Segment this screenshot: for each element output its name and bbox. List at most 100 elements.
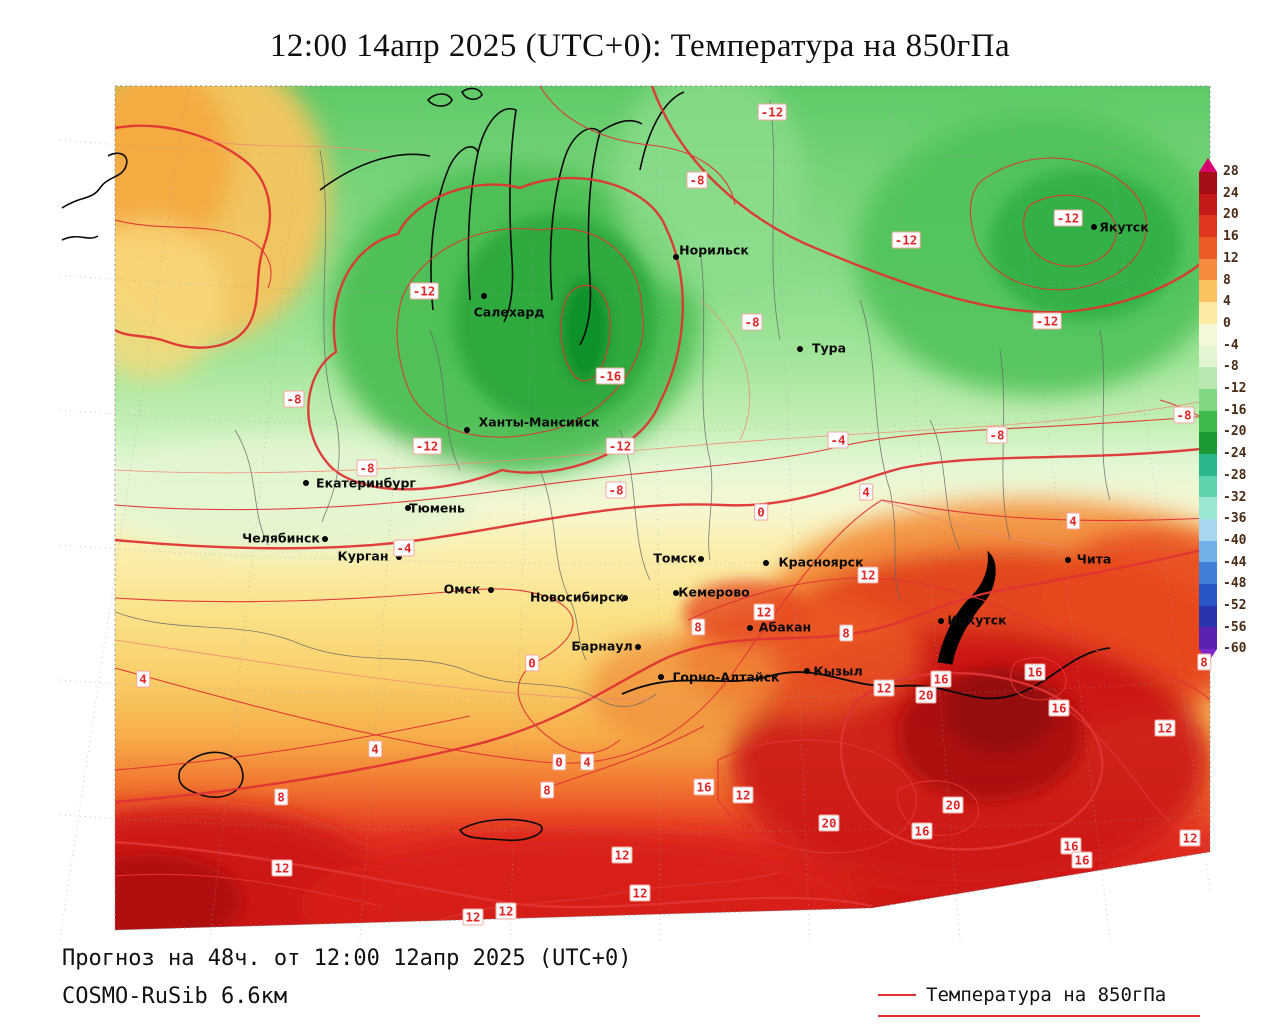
contour-label: 12 — [857, 566, 879, 584]
contour-label: -8 — [356, 459, 378, 477]
city-label: Салехард — [473, 304, 545, 320]
city-label: Томск — [653, 550, 697, 566]
city-marker — [622, 595, 628, 601]
city-label: Омск — [443, 581, 481, 597]
colorbar-cell — [1199, 258, 1217, 281]
model-name-text: COSMO-RuSib 6.6км — [62, 984, 288, 1009]
contour-label: 12 — [271, 859, 293, 877]
contour-label: 0 — [754, 503, 768, 521]
model-domain-boundary — [114, 85, 1211, 931]
city-label: Норильск — [679, 242, 749, 258]
city-label: Абакан — [758, 619, 812, 635]
city-label: Чита — [1076, 551, 1112, 567]
city-label: Якутск — [1099, 219, 1149, 235]
contour-label: 20 — [818, 814, 840, 832]
contour-label: -8 — [605, 481, 627, 499]
colorbar-tick-label: -36 — [1223, 511, 1247, 527]
city-marker — [698, 556, 704, 562]
city-marker — [396, 554, 402, 560]
contour-label: 4 — [580, 753, 594, 771]
contour-label: 16 — [930, 670, 952, 688]
contour-label: 16 — [1060, 837, 1082, 855]
contour-label: 12 — [611, 846, 633, 864]
city-label: Барнаул — [571, 638, 633, 654]
contour-label: 0 — [552, 753, 566, 771]
city-label: Кызыл — [813, 663, 863, 679]
contour-label: -8 — [741, 313, 763, 331]
colorbar-tick-label: -12 — [1223, 381, 1247, 396]
graticule-lines — [59, 85, 1211, 941]
city-marker — [481, 293, 487, 299]
colorbar-cell — [1199, 605, 1217, 628]
city-label: Челябинск — [242, 530, 320, 546]
city-label: Красноярск — [778, 554, 864, 570]
contour-label: -12 — [891, 231, 921, 249]
colorbar-cell — [1199, 388, 1217, 411]
city-label: Горно-Алтайск — [672, 669, 780, 685]
colorbar-cell — [1199, 193, 1217, 216]
colorbar-arrow-up-icon — [1199, 158, 1217, 172]
city-label: Иркутск — [947, 612, 1007, 628]
contour-label: 16 — [1024, 663, 1046, 681]
colorbar-cell — [1199, 475, 1217, 498]
contour-label: 20 — [915, 686, 937, 704]
forecast-lead-text: Прогноз на 48ч. от 12:00 12апр 2025 (UTC… — [62, 946, 632, 971]
colorbar-cell — [1199, 453, 1217, 476]
contour-label: -12 — [1053, 209, 1083, 227]
contour-label: 8 — [1197, 653, 1211, 671]
contour-label: -12 — [409, 282, 439, 300]
contour-label: 8 — [839, 624, 853, 642]
colorbar-tick-label: -28 — [1223, 467, 1247, 483]
contour-label: -12 — [412, 437, 442, 455]
contour-label: -16 — [595, 367, 625, 385]
colorbar-tick-label: -56 — [1223, 619, 1247, 635]
city-marker — [673, 590, 679, 596]
city-label: Екатеринбург — [316, 475, 416, 491]
city-marker — [322, 536, 328, 542]
temperature-colorbar: 28 24 20 16 12 8 4 0 -4 -8 -12 -16 -20 -24 -28 -32 -36 -4… — [1199, 158, 1263, 664]
contour-label: 4 — [1066, 512, 1080, 530]
colorbar-cell — [1199, 323, 1217, 346]
contour-label: -8 — [1173, 406, 1195, 424]
coastline-layer — [61, 87, 1111, 842]
contour-label: 8 — [274, 788, 288, 806]
map-footer: Прогноз на 48ч. от 12:00 12апр 2025 (UTC… — [62, 946, 632, 1009]
colorbar-tick-label: -48 — [1223, 576, 1247, 592]
city-marker — [1091, 224, 1097, 230]
colorbar-tick-label: -8 — [1223, 359, 1239, 375]
colorbar-cell — [1199, 540, 1217, 563]
contour-label: 0 — [525, 654, 539, 672]
city-marker — [804, 668, 810, 674]
colorbar-tick-label: 0 — [1223, 315, 1231, 331]
colorbar-tick-label: 8 — [1223, 272, 1231, 288]
contour-label: 4 — [859, 483, 873, 501]
contour-label: 16 — [1071, 851, 1093, 869]
contour-label: 12 — [753, 603, 775, 621]
city-label: Новосибирск — [529, 589, 625, 605]
contour-label: -12 — [757, 103, 787, 121]
contour-label: 12 — [495, 902, 517, 920]
contour-label: -8 — [986, 426, 1008, 444]
colorbar-cell — [1199, 237, 1217, 259]
colorbar-tick-label: 12 — [1223, 250, 1239, 266]
colorbar-cell — [1199, 519, 1217, 541]
city-label: Тюмень — [409, 500, 465, 516]
colorbar-tick-label: 16 — [1223, 229, 1239, 245]
colorbar-cell — [1199, 432, 1217, 454]
contour-label: -12 — [1032, 312, 1062, 330]
contour-label: 12 — [462, 908, 484, 926]
temperature-fill-layer — [115, 86, 1210, 930]
contour-label: 12 — [732, 786, 754, 804]
contour-label: 12 — [1179, 829, 1201, 847]
city-marker — [673, 254, 679, 260]
contour-label: -8 — [283, 390, 305, 408]
colorbar-cell — [1199, 367, 1217, 389]
city-marker — [405, 505, 411, 511]
city-marker — [938, 618, 944, 624]
colorbar-cells — [1199, 172, 1217, 650]
city-marker — [635, 644, 641, 650]
city-marker — [464, 427, 470, 433]
